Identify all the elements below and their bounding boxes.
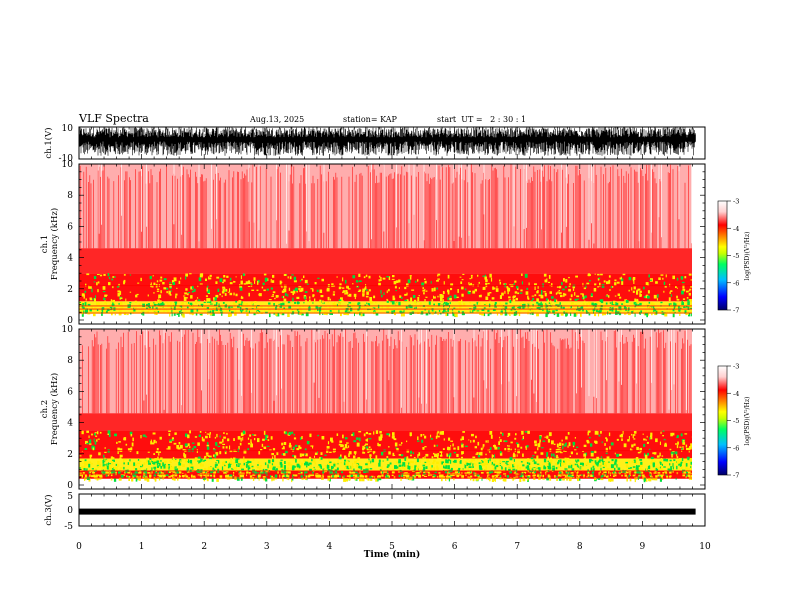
spectrogram-gaps: [98, 164, 692, 244]
ch1-spectrogram-channel-label: ch.1: [40, 235, 50, 253]
ch1-waveform-ylabel: ch.1(V): [43, 127, 54, 158]
ch1-waveform-line: [79, 127, 696, 156]
colorbar-tick-label: -3: [733, 363, 739, 371]
colorbar-tick-label: -4: [733, 390, 739, 398]
ch1-spectrogram-ticks: [78, 163, 706, 324]
frequency-tick-label: 4: [67, 419, 73, 429]
time-tick-label: 1: [139, 542, 145, 552]
start-time-label: start UT = 2 : 30 : 1: [437, 115, 526, 124]
frequency-tick-label: 10: [62, 325, 74, 335]
spectrogram-harmonic-lines: [79, 450, 692, 479]
frequency-tick-label: 2: [67, 450, 73, 460]
ch2-colorbar-ticks: -3 -4 -5 -6 -7: [727, 363, 739, 480]
ch1-spectrogram-image: [79, 164, 692, 318]
time-tick-label: 4: [327, 542, 333, 552]
time-axis-label: Time (min): [364, 549, 421, 560]
ch2-spectrogram-channel-label: ch.2: [40, 400, 50, 418]
time-axis-tick-labels: 0 1 2 3 4 5 6 7 8 9 10: [76, 542, 711, 552]
station-label: station= KAP: [343, 115, 398, 124]
time-tick-label: 9: [640, 542, 646, 552]
time-tick-label: 5: [389, 542, 395, 552]
ch2-spectrogram-image: [79, 329, 692, 483]
frequency-tick-label: 6: [67, 222, 73, 232]
ch2-spectrogram-ylabel: Frequency (kHz): [49, 373, 60, 445]
ch2-colorbar-label: log(PSD)(V²/Hz): [744, 397, 751, 446]
spectrogram-streaks: [79, 329, 692, 414]
ch2-spectrogram-ytick-labels: 0 2 4 6 8 10: [62, 325, 74, 491]
chart-title: VLF Spectra: [78, 112, 149, 125]
ch3-ytick-bottom: -5: [64, 522, 73, 532]
colorbar-tick-label: -7: [733, 307, 739, 315]
frequency-tick-label: 0: [67, 316, 73, 326]
ch1-colorbar-label: log(PSD)(V²/Hz): [744, 232, 751, 281]
spectrogram-band: [79, 248, 692, 274]
time-tick-label: 0: [76, 542, 82, 552]
time-tick-label: 8: [577, 542, 583, 552]
colorbar-tick-label: -6: [733, 279, 739, 287]
ch1-colorbar: -3 -4 -5 -6 -7 log(PSD)(V²/Hz): [717, 198, 751, 315]
colorbar-tick-label: -6: [733, 444, 739, 452]
ch1-spectrogram-ylabel: Frequency (kHz): [49, 208, 60, 280]
ch1-ytick-top: 10: [62, 124, 74, 134]
colorbar-tick-label: -5: [733, 417, 739, 425]
ch2-spectrogram-ticks: [78, 328, 706, 489]
ch3-waveform-ticks: [78, 494, 706, 526]
date-label: Aug.13, 2025: [249, 115, 304, 124]
time-tick-label: 6: [452, 542, 458, 552]
spectrogram-band: [79, 413, 692, 431]
colorbar-tick-label: -7: [733, 472, 739, 480]
frequency-tick-label: 10: [62, 160, 74, 170]
spectrogram-gaps: [79, 329, 687, 410]
ch3-waveform-panel: 5 0 -5 ch.3(V) 0 1 2 3 4 5 6 7 8 9 10 Time (min): [43, 492, 711, 560]
colorbar-tick-label: -3: [733, 198, 739, 206]
frequency-tick-label: 0: [67, 481, 73, 491]
ch3-ytick-middle: 0: [67, 506, 73, 516]
ch1-waveform-ticks: [78, 127, 706, 159]
frequency-tick-label: 8: [67, 356, 73, 366]
frequency-tick-label: 2: [67, 285, 73, 295]
ch1-ytick-bottom: -10: [59, 154, 74, 164]
ch1-waveform-panel: 10 -10 ch.1(V): [43, 124, 706, 164]
spectrogram-band: [79, 430, 692, 459]
ch2-colorbar: -3 -4 -5 -6 -7 log(PSD)(V²/Hz): [717, 363, 751, 480]
ch3-waveform-trace: [79, 508, 696, 515]
ch1-colorbar-gradient: [717, 200, 728, 311]
frequency-tick-label: 4: [67, 254, 73, 264]
ch3-ytick-top: 5: [67, 492, 73, 502]
frequency-tick-label: 6: [67, 387, 73, 397]
ch2-spectrogram-panel: 0 2 4 6 8 10 ch.2 Frequency (kHz): [40, 325, 706, 491]
ch1-colorbar-ticks: -3 -4 -5 -6 -7: [727, 198, 739, 315]
time-tick-label: 10: [699, 542, 711, 552]
ch2-colorbar-gradient: [717, 365, 728, 476]
spectrogram-streaks: [79, 164, 692, 249]
ch1-waveform-trace: [79, 127, 696, 156]
ch3-waveform-ylabel: ch.3(V): [43, 494, 54, 525]
colorbar-tick-label: -4: [733, 225, 739, 233]
ch1-spectrogram-ytick-labels: 0 2 4 6 8 10: [62, 160, 74, 326]
frequency-tick-label: 8: [67, 191, 73, 201]
colorbar-tick-label: -5: [733, 252, 739, 260]
time-tick-label: 3: [264, 542, 270, 552]
ch1-spectrogram-panel: 0 2 4 6 8 10 ch.1 Frequency (kHz): [40, 160, 706, 326]
time-tick-label: 7: [514, 542, 520, 552]
time-tick-label: 2: [201, 542, 207, 552]
spectrogram-harmonic-lines: [79, 285, 692, 314]
